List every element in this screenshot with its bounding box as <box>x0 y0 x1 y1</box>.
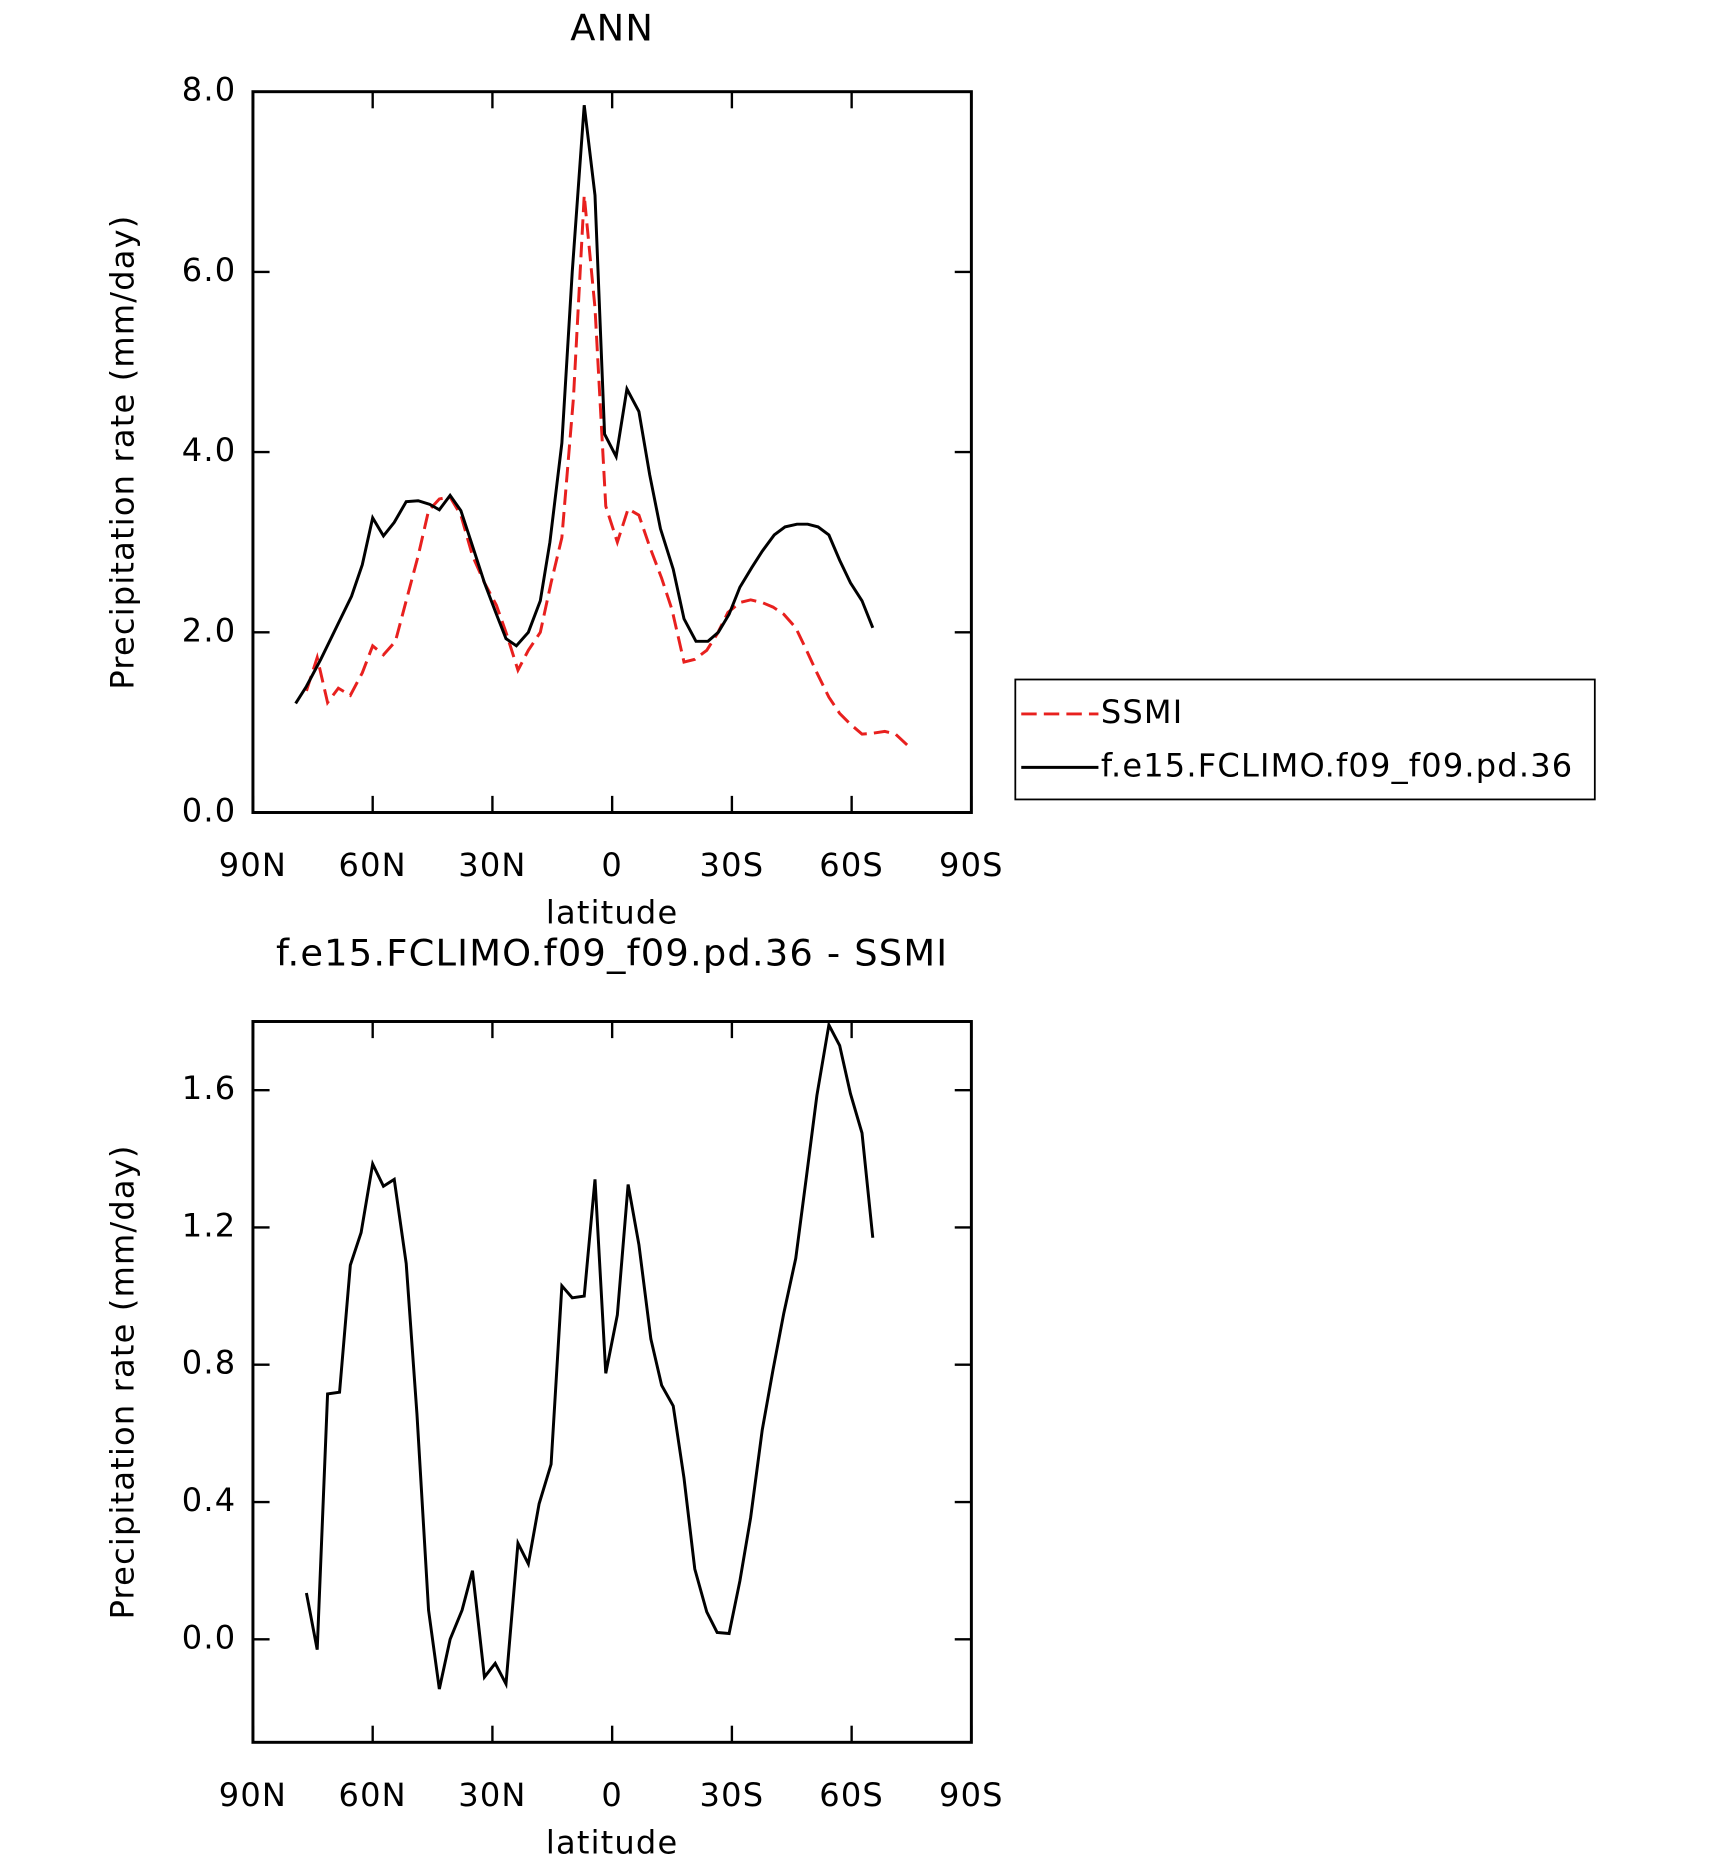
y-tick-label: 2.0 <box>182 611 237 649</box>
x-tick-label: 60N <box>339 846 407 884</box>
x-tick-label: 30N <box>458 846 526 884</box>
y-tick-label: 8.0 <box>182 71 237 109</box>
plot-frame <box>251 1020 973 1744</box>
y-axis-label: Precipitation rate (mm/day) <box>104 1144 142 1619</box>
y-tick-label: 6.0 <box>182 251 237 289</box>
legend-box <box>1014 678 1596 801</box>
series-line <box>294 105 875 705</box>
series-line <box>305 195 909 747</box>
x-tick-label: 90S <box>939 1776 1004 1814</box>
y-tick-label: 0.0 <box>182 1618 237 1656</box>
x-tick-label: 90S <box>939 846 1004 884</box>
legend-label: f.e15.FCLIMO.f09_f09.pd.36 <box>1101 746 1574 784</box>
y-tick-label: 0.8 <box>182 1344 237 1382</box>
x-tick-label: 60N <box>339 1776 407 1814</box>
y-axis-label: Precipitation rate (mm/day) <box>104 215 142 690</box>
series-line <box>304 1020 875 1690</box>
y-tick-label: 0.4 <box>182 1481 237 1519</box>
x-tick-label: 0 <box>601 1776 623 1814</box>
x-tick-label: 0 <box>601 846 623 884</box>
x-tick-label: 90N <box>219 846 287 884</box>
x-tick-label: 60S <box>819 846 884 884</box>
x-tick-label: 30S <box>700 1776 765 1814</box>
chart-title: f.e15.FCLIMO.f09_f09.pd.36 - SSMI <box>276 932 948 975</box>
y-tick-label: 1.6 <box>182 1069 237 1107</box>
x-axis-label: latitude <box>546 894 678 932</box>
legend-label: SSMI <box>1101 693 1184 731</box>
x-tick-label: 90N <box>219 1776 287 1814</box>
x-tick-label: 30N <box>458 1776 526 1814</box>
y-tick-label: 0.0 <box>182 792 237 830</box>
y-tick-label: 1.2 <box>182 1206 237 1244</box>
chart-title: ANN <box>570 6 654 49</box>
y-tick-label: 4.0 <box>182 431 237 469</box>
x-axis-label: latitude <box>546 1823 678 1861</box>
plot-frame <box>251 90 973 814</box>
x-tick-label: 60S <box>819 1776 884 1814</box>
x-tick-label: 30S <box>700 846 765 884</box>
